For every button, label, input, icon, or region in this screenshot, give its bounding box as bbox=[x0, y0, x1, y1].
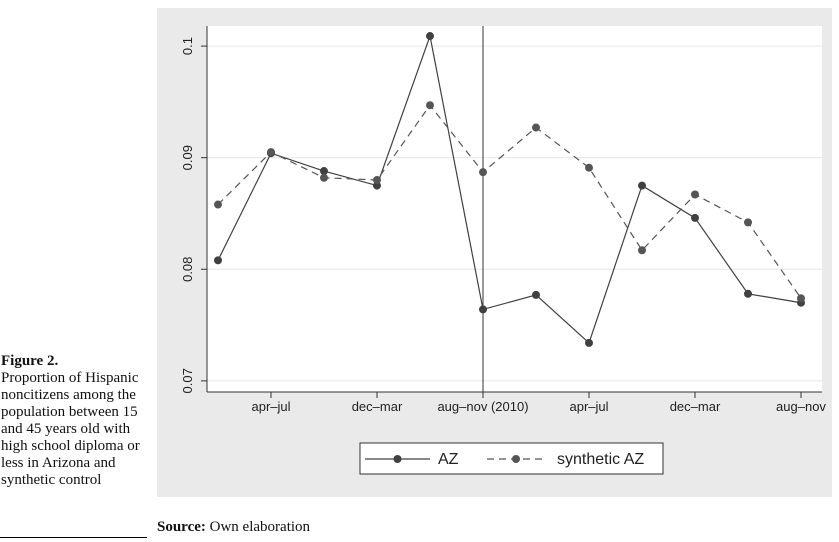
point bbox=[744, 218, 752, 227]
legend-label: synthetic AZ bbox=[557, 451, 644, 468]
caption-block: Figure 2. Proportion of Hispanic nonciti… bbox=[1, 353, 151, 489]
point bbox=[426, 32, 434, 41]
legend-marker bbox=[512, 455, 520, 463]
point bbox=[744, 289, 752, 298]
point bbox=[320, 167, 328, 176]
x-tick-label: apr–jul bbox=[251, 399, 290, 414]
point bbox=[585, 338, 593, 347]
point bbox=[373, 181, 381, 190]
legend-marker bbox=[393, 455, 402, 463]
series-line bbox=[217, 104, 802, 299]
point bbox=[214, 200, 222, 209]
y-tick-label: 0.1 bbox=[180, 37, 195, 55]
caption: Proportion of Hispanic noncitizens among… bbox=[1, 370, 140, 488]
figure-label: Figure 2. bbox=[1, 353, 59, 369]
point bbox=[426, 101, 434, 110]
x-tick-label: aug–nov bbox=[776, 399, 826, 414]
plot-area bbox=[207, 26, 822, 392]
y-tick-label: 0.07 bbox=[180, 368, 195, 393]
legend-label: AZ bbox=[438, 451, 459, 468]
point bbox=[532, 290, 540, 299]
series-line bbox=[217, 33, 802, 344]
x-tick-label: dec–mar bbox=[670, 399, 721, 414]
y-tick-label: 0.09 bbox=[180, 145, 195, 170]
x-tick-label: apr–jul bbox=[569, 399, 608, 414]
source: Source: Own elaboration bbox=[157, 519, 310, 536]
point bbox=[267, 148, 275, 157]
point bbox=[585, 163, 593, 172]
point bbox=[532, 123, 540, 132]
point bbox=[691, 213, 699, 222]
point bbox=[638, 246, 646, 255]
point bbox=[797, 294, 805, 303]
point bbox=[479, 168, 487, 177]
x-tick-label: aug–nov (2010) bbox=[437, 399, 528, 414]
point bbox=[373, 175, 381, 184]
source-text: Own elaboration bbox=[209, 519, 311, 535]
point bbox=[638, 181, 646, 190]
point bbox=[214, 256, 222, 265]
x-tick-label: dec–mar bbox=[352, 399, 403, 414]
rule bbox=[0, 537, 147, 538]
point bbox=[320, 173, 328, 182]
point bbox=[479, 305, 487, 314]
point bbox=[691, 190, 699, 199]
y-tick-label: 0.08 bbox=[180, 257, 195, 282]
source-label: Source: bbox=[157, 519, 206, 535]
